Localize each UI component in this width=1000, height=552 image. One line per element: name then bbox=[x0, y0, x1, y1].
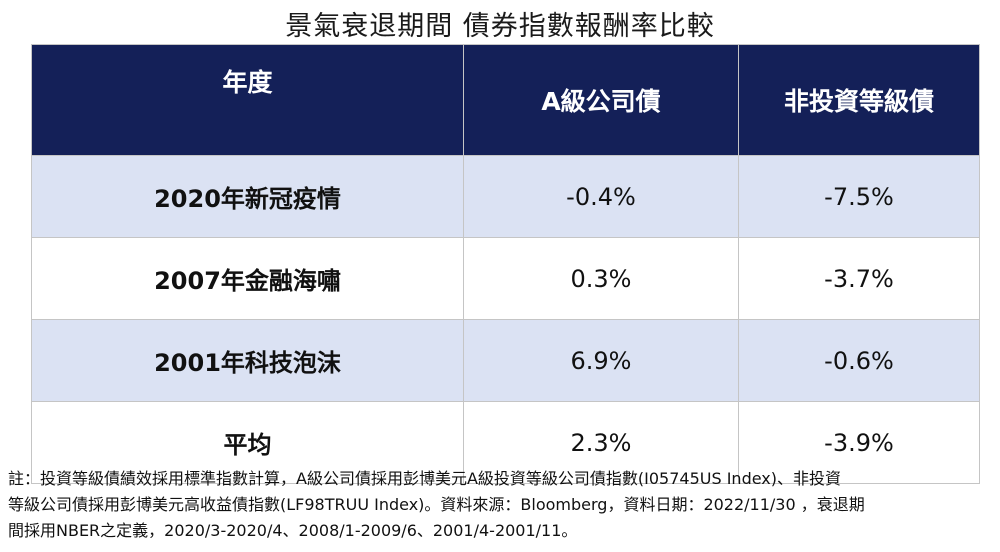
header-high-yield: 非投資等級債 bbox=[738, 44, 980, 156]
header-year: 年度 bbox=[31, 44, 464, 156]
header-a-grade: A級公司債 bbox=[463, 44, 739, 156]
footnote-line: 間採用NBER之定義，2020/3-2020/4、2008/1-2009/6、2… bbox=[8, 521, 578, 540]
row-label: 2007年金融海嘯 bbox=[31, 237, 464, 320]
footnote-line: 等級公司債採用彭博美元高收益債指數(LF98TRUU Index)。資料來源：B… bbox=[8, 495, 865, 514]
a-grade-value: 6.9% bbox=[463, 319, 739, 402]
table-header-row: 年度 A級公司債 非投資等級債 bbox=[31, 44, 980, 156]
page-title: 景氣衰退期間 債券指數報酬率比較 bbox=[285, 11, 715, 42]
a-grade-value: -0.4% bbox=[463, 155, 739, 238]
a-grade-value: 0.3% bbox=[463, 237, 739, 320]
table-row-average: 平均 2.3% -3.9% bbox=[31, 401, 980, 484]
high-yield-value: -3.9% bbox=[738, 401, 980, 484]
row-label: 2001年科技泡沫 bbox=[31, 319, 464, 402]
bond-return-table: 年度 A級公司債 非投資等級債 2020年新冠疫情 -0.4% -7.5% 20… bbox=[31, 44, 980, 484]
high-yield-value: -3.7% bbox=[738, 237, 980, 320]
table-row: 2001年科技泡沫 6.9% -0.6% bbox=[31, 319, 980, 402]
row-label: 2020年新冠疫情 bbox=[31, 155, 464, 238]
table-row: 2020年新冠疫情 -0.4% -7.5% bbox=[31, 155, 980, 238]
high-yield-value: -0.6% bbox=[738, 319, 980, 402]
a-grade-value: 2.3% bbox=[463, 401, 739, 484]
high-yield-value: -7.5% bbox=[738, 155, 980, 238]
table-row: 2007年金融海嘯 0.3% -3.7% bbox=[31, 237, 980, 320]
footnote: 註：投資等級債績效採用標準指數計算，A級公司債採用彭博美元A級投資等級公司債指數… bbox=[8, 466, 992, 544]
footnote-line: 註：投資等級債績效採用標準指數計算，A級公司債採用彭博美元A級投資等級公司債指數… bbox=[8, 469, 841, 488]
row-label: 平均 bbox=[31, 401, 464, 484]
